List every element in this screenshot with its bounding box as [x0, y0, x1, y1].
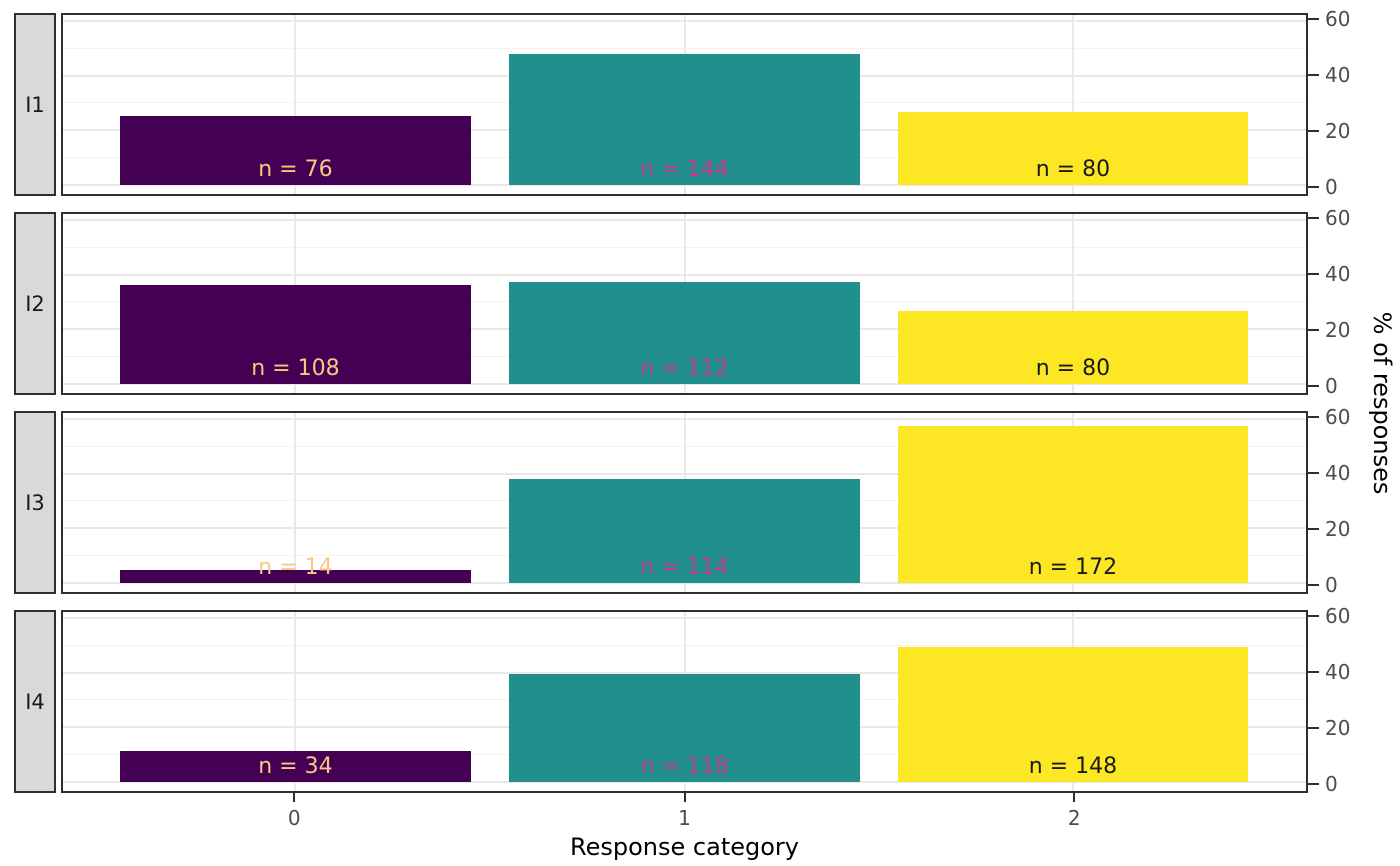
bar-label: n = 144	[640, 157, 729, 183]
gridline-vertical	[1071, 15, 1074, 194]
x-tick	[683, 793, 686, 802]
panel: n = 108 n = 112 n = 80	[61, 212, 1308, 395]
bar-label: n = 80	[1035, 356, 1111, 382]
bar	[897, 426, 1249, 584]
bar-label: n = 148	[1028, 754, 1118, 780]
x-axis-title: Response category	[570, 833, 799, 861]
y-tick	[1308, 415, 1319, 418]
bar	[897, 646, 1249, 783]
strip-label: I2	[25, 291, 45, 316]
y-tick-label: 40	[1325, 460, 1351, 485]
y-tick	[1308, 272, 1319, 275]
strip-label: I3	[25, 490, 45, 515]
y-tick	[1308, 583, 1319, 586]
bar-label: n = 34	[258, 754, 333, 780]
y-tick	[1308, 216, 1319, 219]
bar	[120, 115, 471, 186]
facet-row: I2 n = 108 n = 112 n = 80 0 20 40 60	[0, 208, 1400, 398]
bar-label: n = 172	[1028, 555, 1118, 581]
facet-row: I4 n = 34 n = 118 n = 148 0 20 40 60	[0, 606, 1400, 796]
bar	[120, 285, 471, 385]
bar	[509, 53, 860, 186]
bar	[897, 311, 1249, 385]
gridline-vertical	[1071, 214, 1074, 393]
panel: n = 76 n = 144 n = 80	[61, 13, 1308, 196]
y-tick	[1308, 384, 1319, 387]
y-tick-label: 60	[1325, 205, 1351, 230]
bar	[509, 674, 860, 783]
y-tick-label: 20	[1325, 516, 1351, 541]
bar	[509, 281, 860, 385]
gridline-vertical	[294, 413, 297, 592]
bar	[120, 751, 471, 783]
bar	[897, 112, 1249, 186]
y-tick-label: 0	[1325, 373, 1338, 398]
y-tick	[1308, 73, 1319, 76]
y-tick-label: 20	[1325, 317, 1351, 342]
facet-strip: I1	[14, 13, 56, 196]
y-tick	[1308, 782, 1319, 785]
facet-strip: I3	[14, 411, 56, 594]
y-tick	[1308, 527, 1319, 530]
panel: n = 34 n = 118 n = 148	[61, 610, 1308, 793]
x-tick-label: 1	[678, 806, 691, 830]
y-tick-label: 0	[1325, 572, 1338, 597]
x-tick	[293, 793, 296, 802]
bar-label: n = 118	[640, 754, 729, 780]
x-tick	[1073, 793, 1076, 802]
strip-label: I4	[25, 689, 45, 714]
bar-label: n = 114	[640, 555, 729, 581]
y-tick-label: 40	[1325, 659, 1351, 684]
y-tick-label: 60	[1325, 6, 1351, 31]
x-tick-label: 0	[287, 806, 301, 830]
bar	[509, 479, 860, 584]
y-tick-label: 0	[1325, 771, 1338, 796]
y-axis: 0 20 40 60	[1308, 606, 1400, 796]
y-tick-label: 40	[1325, 261, 1351, 286]
bar-label: n = 112	[640, 356, 729, 382]
strip-label: I1	[25, 92, 45, 117]
y-tick-label: 0	[1325, 174, 1338, 199]
y-tick-label: 60	[1325, 603, 1351, 628]
facet-strip: I2	[14, 212, 56, 395]
x-tick-label: 2	[1067, 806, 1081, 830]
bar-label: n = 108	[251, 356, 340, 382]
y-tick	[1308, 614, 1319, 617]
gridline-vertical	[294, 15, 297, 194]
bar-label: n = 14	[258, 555, 333, 581]
panel: n = 14 n = 114 n = 172	[61, 411, 1308, 594]
y-tick	[1308, 726, 1319, 729]
y-tick-label: 60	[1325, 404, 1351, 429]
facet-row: I1 n = 76 n = 144 n = 80 0 20 40 60	[0, 9, 1400, 199]
y-tick	[1308, 328, 1319, 331]
y-tick	[1308, 17, 1319, 20]
bar-label: n = 76	[258, 157, 333, 183]
y-tick-label: 20	[1325, 118, 1351, 143]
y-tick	[1308, 471, 1319, 474]
plot-area: I1 n = 76 n = 144 n = 80 0 20 40 60 I2 n = 108 n =…	[0, 9, 1400, 809]
y-axis: 0 20 40 60	[1308, 9, 1400, 199]
bar-label: n = 80	[1035, 157, 1111, 183]
gridline-vertical	[294, 612, 297, 791]
y-axis-title: % of responses	[1368, 311, 1396, 495]
y-tick	[1308, 670, 1319, 673]
x-axis: Response category 0 1 2	[61, 793, 1308, 866]
bar	[120, 570, 471, 584]
x-axis-row: Response category 0 1 2	[0, 793, 1400, 866]
y-tick	[1308, 129, 1319, 132]
y-tick	[1308, 185, 1319, 188]
facet-strip: I4	[14, 610, 56, 793]
y-axis: 0 20 40 60	[1308, 407, 1400, 597]
y-axis: 0 20 40 60	[1308, 208, 1400, 398]
facet-row: I3 n = 14 n = 114 n = 172 0 20 40 60	[0, 407, 1400, 597]
y-tick-label: 40	[1325, 62, 1351, 87]
y-tick-label: 20	[1325, 715, 1351, 740]
